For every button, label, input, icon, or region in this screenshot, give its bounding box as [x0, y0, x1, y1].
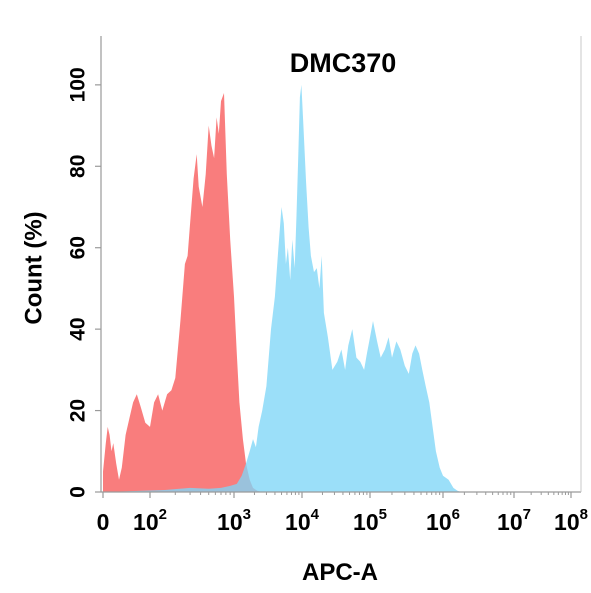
- series-1-area: [103, 93, 263, 492]
- labels-layer: 0 102 103 104 105 106 107 108020406080100DMC370…: [20, 48, 588, 586]
- y-tick-label: 100: [67, 67, 90, 102]
- chart-title: DMC370: [290, 48, 397, 78]
- series-layer: [103, 84, 462, 493]
- y-tick-label: 0: [67, 486, 90, 498]
- y-tick-label: 60: [67, 236, 90, 259]
- axes-layer: [95, 36, 582, 498]
- series-2-area: [103, 84, 462, 493]
- x-axis-title: APC-A: [302, 559, 378, 586]
- y-axis-title: Count (%): [20, 211, 47, 324]
- y-tick-label: 80: [67, 155, 90, 178]
- y-tick-label: 40: [67, 317, 90, 340]
- x-tick-label: 0: [97, 509, 110, 535]
- y-tick-label: 20: [67, 399, 90, 422]
